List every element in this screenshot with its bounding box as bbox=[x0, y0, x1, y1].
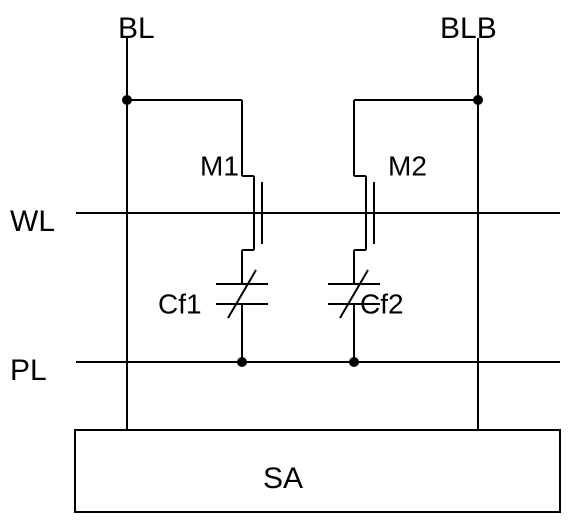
circuit-schematic: BL BLB WL PL M1 M2 Cf1 Cf2 SA bbox=[0, 0, 587, 522]
junction-dot bbox=[122, 95, 132, 105]
label-wl: WL bbox=[10, 205, 55, 238]
label-blb: BLB bbox=[440, 12, 497, 45]
label-m1: M1 bbox=[200, 150, 239, 181]
junction-dot bbox=[473, 95, 483, 105]
junction-dot bbox=[349, 357, 359, 367]
label-sa: SA bbox=[263, 462, 303, 495]
sa-block bbox=[75, 430, 560, 512]
label-cf1: Cf1 bbox=[158, 288, 202, 319]
junction-dot bbox=[237, 357, 247, 367]
label-bl: BL bbox=[118, 12, 155, 45]
label-cf2: Cf2 bbox=[360, 288, 404, 319]
label-pl: PL bbox=[10, 354, 47, 387]
label-m2: M2 bbox=[388, 150, 427, 181]
